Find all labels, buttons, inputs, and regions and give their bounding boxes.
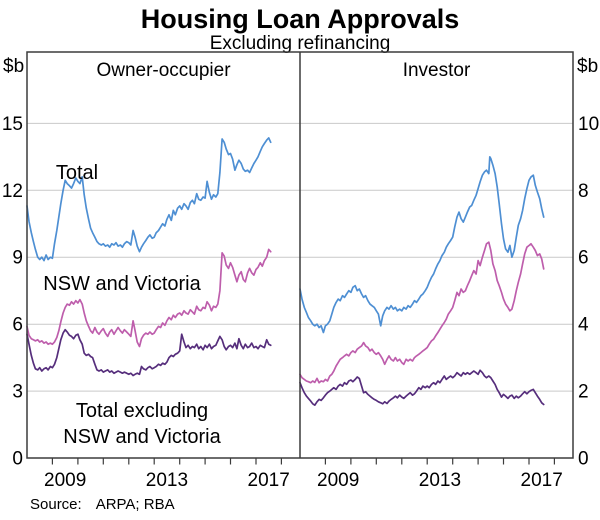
series-line-total-excluding-nsw-and-victoria-investor xyxy=(299,369,545,406)
x-tick-label-2017-owner-occupier: 2017 xyxy=(248,470,290,491)
source-value: ARPA; RBA xyxy=(95,496,175,513)
y-axis-right-label-8: 8 xyxy=(578,181,589,202)
x-tick-label-2009-investor: 2009 xyxy=(317,470,359,491)
y-axis-right-label-0: 0 xyxy=(578,449,589,470)
y-axis-left-label-9: 9 xyxy=(12,248,23,269)
x-tick-label-2013-investor: 2013 xyxy=(419,470,461,491)
x-tick-label-2013-owner-occupier: 2013 xyxy=(146,470,188,491)
y-axis-right-unit: $b xyxy=(577,56,598,77)
y-axis-left-label-3: 3 xyxy=(12,382,23,403)
y-axis-right-label-10: 10 xyxy=(578,114,599,135)
y-axis-right-label-6: 6 xyxy=(578,248,589,269)
series-annotation-total-excluding-nsw-and-victoria: Total excluding NSW and Victoria xyxy=(63,400,221,448)
series-line-total-excluding-nsw-and-victoria-owner-occupier xyxy=(26,328,272,377)
series-line-total-owner-occupier xyxy=(26,137,272,262)
chart-subtitle: Excluding refinancing xyxy=(209,33,391,54)
series-line-nsw-and-victoria-investor xyxy=(299,241,545,384)
y-axis-left-label-12: 12 xyxy=(2,181,23,202)
y-axis-left-label-0: 0 xyxy=(12,449,23,470)
y-axis-left-label-15: 15 xyxy=(2,114,23,135)
series-line-nsw-and-victoria-owner-occupier xyxy=(26,248,272,348)
source-label: Source: xyxy=(30,496,82,513)
chart-title: Housing Loan Approvals xyxy=(140,4,460,34)
x-tick-label-2017-investor: 2017 xyxy=(521,470,563,491)
y-axis-left-label-6: 6 xyxy=(12,315,23,336)
y-axis-right-label-4: 4 xyxy=(578,315,589,336)
source-note: Source: ARPA; RBA xyxy=(30,496,175,513)
y-axis-right-label-2: 2 xyxy=(578,382,589,403)
series-line-total-investor xyxy=(299,155,545,334)
series-annotation-total: Total xyxy=(56,162,98,184)
panel-title-investor: Investor xyxy=(403,60,471,81)
y-axis-left-unit: $b xyxy=(3,56,24,77)
series-annotation-nsw-and-victoria: NSW and Victoria xyxy=(43,273,201,295)
panel-title-owner-occupier: Owner-occupier xyxy=(96,60,231,81)
x-tick-label-2009-owner-occupier: 2009 xyxy=(44,470,86,491)
